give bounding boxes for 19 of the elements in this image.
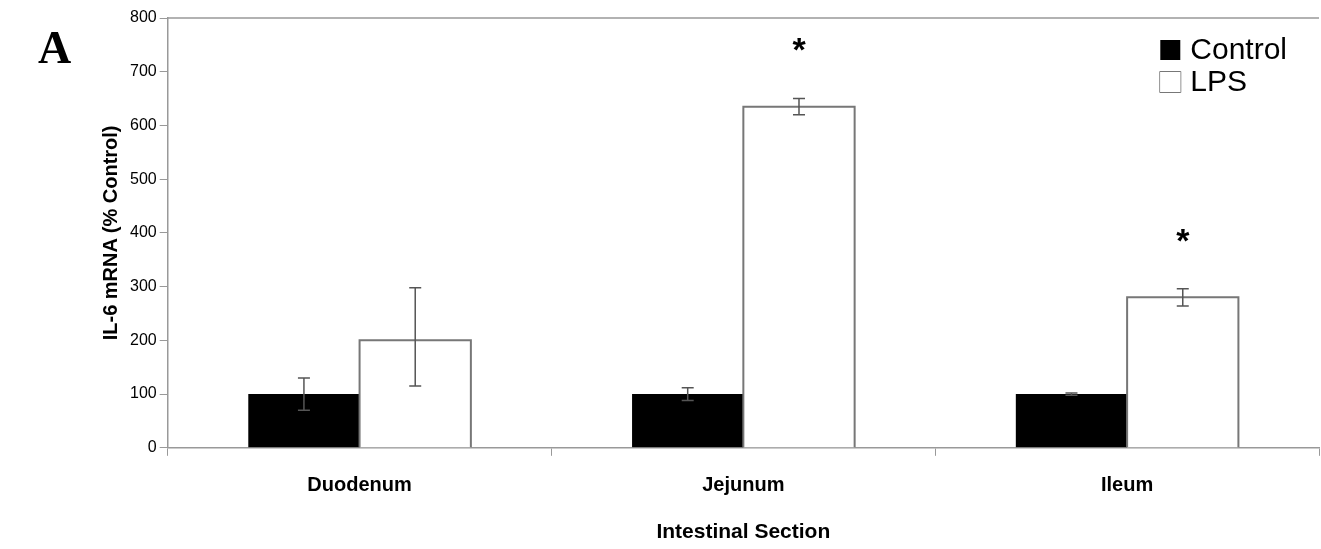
x-tick-label: Ileum bbox=[1100, 473, 1154, 496]
y-tick-label: 0 bbox=[147, 438, 157, 456]
legend-label: Control bbox=[1190, 32, 1288, 66]
y-tick-label: 600 bbox=[129, 115, 157, 133]
annotation: * bbox=[792, 30, 807, 69]
y-tick-label: 700 bbox=[129, 62, 157, 80]
x-tick-label: Jejunum bbox=[702, 473, 785, 496]
y-tick-label: 500 bbox=[129, 169, 157, 187]
legend-label: LPS bbox=[1190, 64, 1248, 98]
y-tick-label: 400 bbox=[129, 223, 157, 241]
y-tick-label: 200 bbox=[129, 330, 157, 348]
y-tick-label: 800 bbox=[129, 8, 157, 26]
y-tick-label: 100 bbox=[129, 384, 157, 402]
annotation: * bbox=[1176, 220, 1191, 259]
y-tick-label: 300 bbox=[129, 277, 157, 295]
text: A bbox=[38, 21, 72, 73]
x-tick-label: Duodenum bbox=[307, 473, 412, 496]
x-axis-title: Intestinal Section bbox=[656, 519, 831, 543]
y-axis-title: IL-6 mRNA (% Control) bbox=[98, 125, 121, 341]
